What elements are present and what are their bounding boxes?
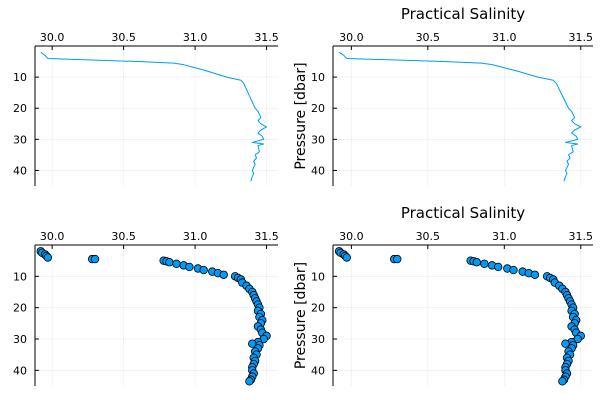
data-point xyxy=(172,259,181,268)
y-tick-label: 10 xyxy=(13,270,27,283)
x-tick-label: 31.5 xyxy=(569,230,594,243)
x-tick-label: 30.5 xyxy=(416,31,441,44)
x-tick-label: 31.5 xyxy=(569,31,594,44)
data-point xyxy=(558,377,567,386)
x-tick-label: 31.5 xyxy=(254,230,279,243)
data-point xyxy=(493,262,503,272)
y-tick-label: 30 xyxy=(13,333,27,346)
series-line xyxy=(40,51,268,182)
x-tick-label: 30.0 xyxy=(40,31,65,44)
y-tick-label: 40 xyxy=(13,364,27,377)
y-tick-label: 10 xyxy=(311,71,325,84)
data-point xyxy=(472,258,481,267)
x-tick-label: 31.0 xyxy=(492,230,517,243)
data-point xyxy=(342,253,351,262)
x-tick-label: 30.5 xyxy=(111,31,136,44)
y-tick-label: 10 xyxy=(311,270,325,283)
data-point xyxy=(245,377,254,386)
y-axis-label: Pressure [dbar] xyxy=(293,62,309,169)
y-tick-label: 30 xyxy=(311,333,325,346)
y-axis-label: Pressure [dbar] xyxy=(293,262,309,369)
y-tick-label: 20 xyxy=(311,302,325,315)
panel-bottom-left: 30.0 30.5 31.0 31.5 10 20 30 40 xyxy=(13,230,279,386)
data-point xyxy=(393,254,402,264)
data-point xyxy=(43,253,53,262)
x-tick-label: 31.0 xyxy=(492,31,517,44)
y-tick-label: 40 xyxy=(13,164,27,177)
x-tick-label: 30.5 xyxy=(416,230,441,243)
x-tick-label: 30.0 xyxy=(40,230,65,243)
data-point xyxy=(199,265,208,275)
x-tick-label: 30.5 xyxy=(111,230,136,243)
data-point xyxy=(509,265,518,275)
y-tick-label: 30 xyxy=(311,133,325,146)
data-point xyxy=(530,270,540,279)
data-point xyxy=(185,262,194,272)
y-tick-label: 20 xyxy=(13,302,27,315)
panel-top-right: 30.0 30.5 31.0 31.5 10 20 30 40 Practical Salini… xyxy=(293,5,593,186)
data-point xyxy=(480,259,489,268)
x-tick-label: 31.0 xyxy=(183,230,208,243)
data-point xyxy=(90,254,100,264)
series-line xyxy=(338,51,582,182)
y-tick-label: 20 xyxy=(311,102,325,115)
chart-title: Practical Salinity xyxy=(401,204,525,222)
y-tick-label: 40 xyxy=(311,364,325,377)
chart-title: Practical Salinity xyxy=(401,5,525,23)
y-tick-label: 20 xyxy=(13,102,27,115)
y-tick-label: 30 xyxy=(13,133,27,146)
y-tick-label: 10 xyxy=(13,71,27,84)
panel-top-left: 30.0 30.5 31.0 31.5 10 20 30 40 xyxy=(13,31,279,186)
panel-bottom-right: 30.0 30.5 31.0 31.5 10 20 30 40 Practical Salini… xyxy=(293,204,593,386)
data-point xyxy=(165,258,174,267)
y-tick-label: 40 xyxy=(311,164,325,177)
x-tick-label: 31.0 xyxy=(183,31,208,44)
data-point xyxy=(219,270,228,279)
x-tick-label: 30.0 xyxy=(339,31,364,44)
x-tick-label: 30.0 xyxy=(339,230,364,243)
x-tick-label: 31.5 xyxy=(254,31,279,44)
